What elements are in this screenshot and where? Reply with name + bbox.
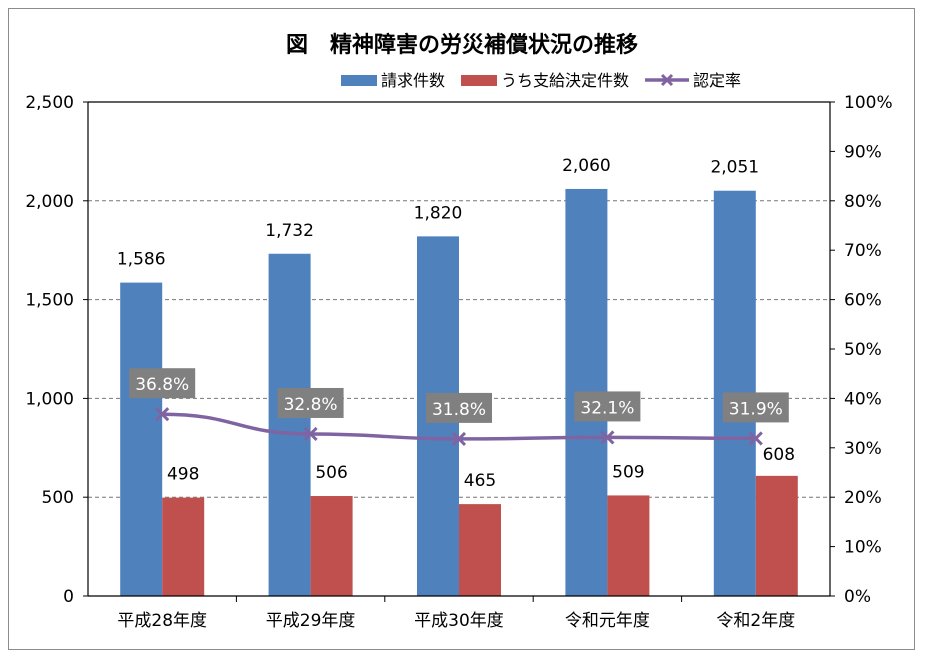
legend: 請求件数 うち支給決定件数 認定率 bbox=[341, 71, 741, 90]
bar-data-label: 509 bbox=[612, 462, 644, 482]
rate-marker-stroke bbox=[155, 407, 170, 422]
bar-data-label: 1,820 bbox=[414, 203, 463, 223]
bar-data-label: 1,586 bbox=[117, 250, 166, 270]
axes: 0 500 1,000 1,500 2,000 2,500 0% 10% 20% 30% 40% 50… bbox=[25, 93, 892, 631]
y-left-tick-label: 1,500 bbox=[25, 291, 74, 311]
rate-data-label: 32.8% bbox=[284, 395, 338, 415]
rate-line bbox=[155, 407, 763, 446]
y-right-tick-label: 20% bbox=[844, 488, 882, 508]
rate-data-label: 31.9% bbox=[729, 399, 783, 419]
rate-label-box bbox=[574, 391, 641, 422]
y-right-tick-label: 40% bbox=[844, 389, 882, 409]
bar bbox=[755, 475, 798, 596]
rate-marker-stroke bbox=[451, 431, 467, 446]
y-left-tick-label: 1,000 bbox=[25, 389, 74, 409]
rate-marker-stroke bbox=[303, 426, 318, 442]
bar-data-label: 465 bbox=[464, 471, 496, 491]
bar bbox=[120, 282, 163, 596]
data-labels: 1,586 498 1,732 506 1,820 465 2,060 509 2,051 608… bbox=[117, 156, 795, 491]
rate-label-box bbox=[722, 392, 789, 423]
bar-data-label: 2,051 bbox=[710, 158, 759, 178]
rate-marker-stroke bbox=[748, 431, 763, 446]
y-left-tick-label: 0 bbox=[63, 587, 74, 607]
x-tick-label: 令和元年度 bbox=[565, 611, 650, 631]
bar-data-label: 2,060 bbox=[562, 156, 611, 176]
rate-marker bbox=[748, 431, 763, 446]
x-tick-label: 平成29年度 bbox=[266, 611, 356, 631]
bar bbox=[162, 497, 205, 596]
y-left-tick-label: 2,500 bbox=[25, 93, 74, 113]
chart-title: 図 精神障害の労災補償状況の推移 bbox=[286, 32, 638, 58]
bar-data-label: 506 bbox=[315, 463, 347, 483]
legend-label: 請求件数 bbox=[381, 71, 445, 90]
rate-label-box bbox=[277, 387, 344, 418]
x-tick-label: 平成30年度 bbox=[414, 611, 504, 631]
rate-data-label: 36.8% bbox=[135, 375, 189, 395]
rate-marker bbox=[155, 407, 170, 422]
y-right-tick-label: 90% bbox=[844, 142, 882, 162]
y-right-tick-label: 0% bbox=[844, 587, 871, 607]
y-right-tick-label: 100% bbox=[844, 93, 893, 113]
y-right-tick-label: 30% bbox=[844, 439, 882, 459]
rate-marker bbox=[600, 430, 615, 445]
rate-data-label: 31.8% bbox=[432, 400, 486, 420]
bars bbox=[120, 188, 798, 597]
y-left-tick-label: 2,000 bbox=[25, 192, 74, 212]
legend-label: 認定率 bbox=[693, 71, 741, 90]
y-right-tick-label: 10% bbox=[844, 538, 882, 558]
bar bbox=[459, 504, 501, 596]
x-tick-label: 平成28年度 bbox=[117, 611, 207, 631]
legend-label: うち支給決定件数 bbox=[501, 71, 629, 90]
y-left-tick-label: 500 bbox=[42, 488, 74, 508]
y-right-tick-label: 50% bbox=[844, 340, 882, 360]
rate-marker bbox=[451, 431, 467, 446]
rate-label-box bbox=[426, 392, 492, 423]
legend-swatch bbox=[341, 75, 377, 86]
x-tick-label: 令和2年度 bbox=[716, 611, 795, 631]
bar-data-label: 498 bbox=[167, 465, 199, 485]
y-right-tick-label: 60% bbox=[844, 291, 882, 311]
bar bbox=[607, 495, 650, 596]
rate-marker-stroke bbox=[600, 430, 615, 445]
legend-marker bbox=[660, 73, 674, 87]
bar-data-label: 608 bbox=[763, 445, 795, 465]
bar-data-label: 1,732 bbox=[265, 221, 314, 241]
rate-marker bbox=[303, 426, 318, 442]
y-right-tick-label: 70% bbox=[844, 241, 882, 261]
bar bbox=[310, 496, 353, 596]
y-right-tick-label: 80% bbox=[844, 192, 882, 212]
legend-swatch bbox=[461, 75, 498, 86]
rate-data-label: 32.1% bbox=[580, 398, 634, 418]
bar bbox=[268, 253, 311, 596]
rate-label-box bbox=[129, 368, 196, 399]
